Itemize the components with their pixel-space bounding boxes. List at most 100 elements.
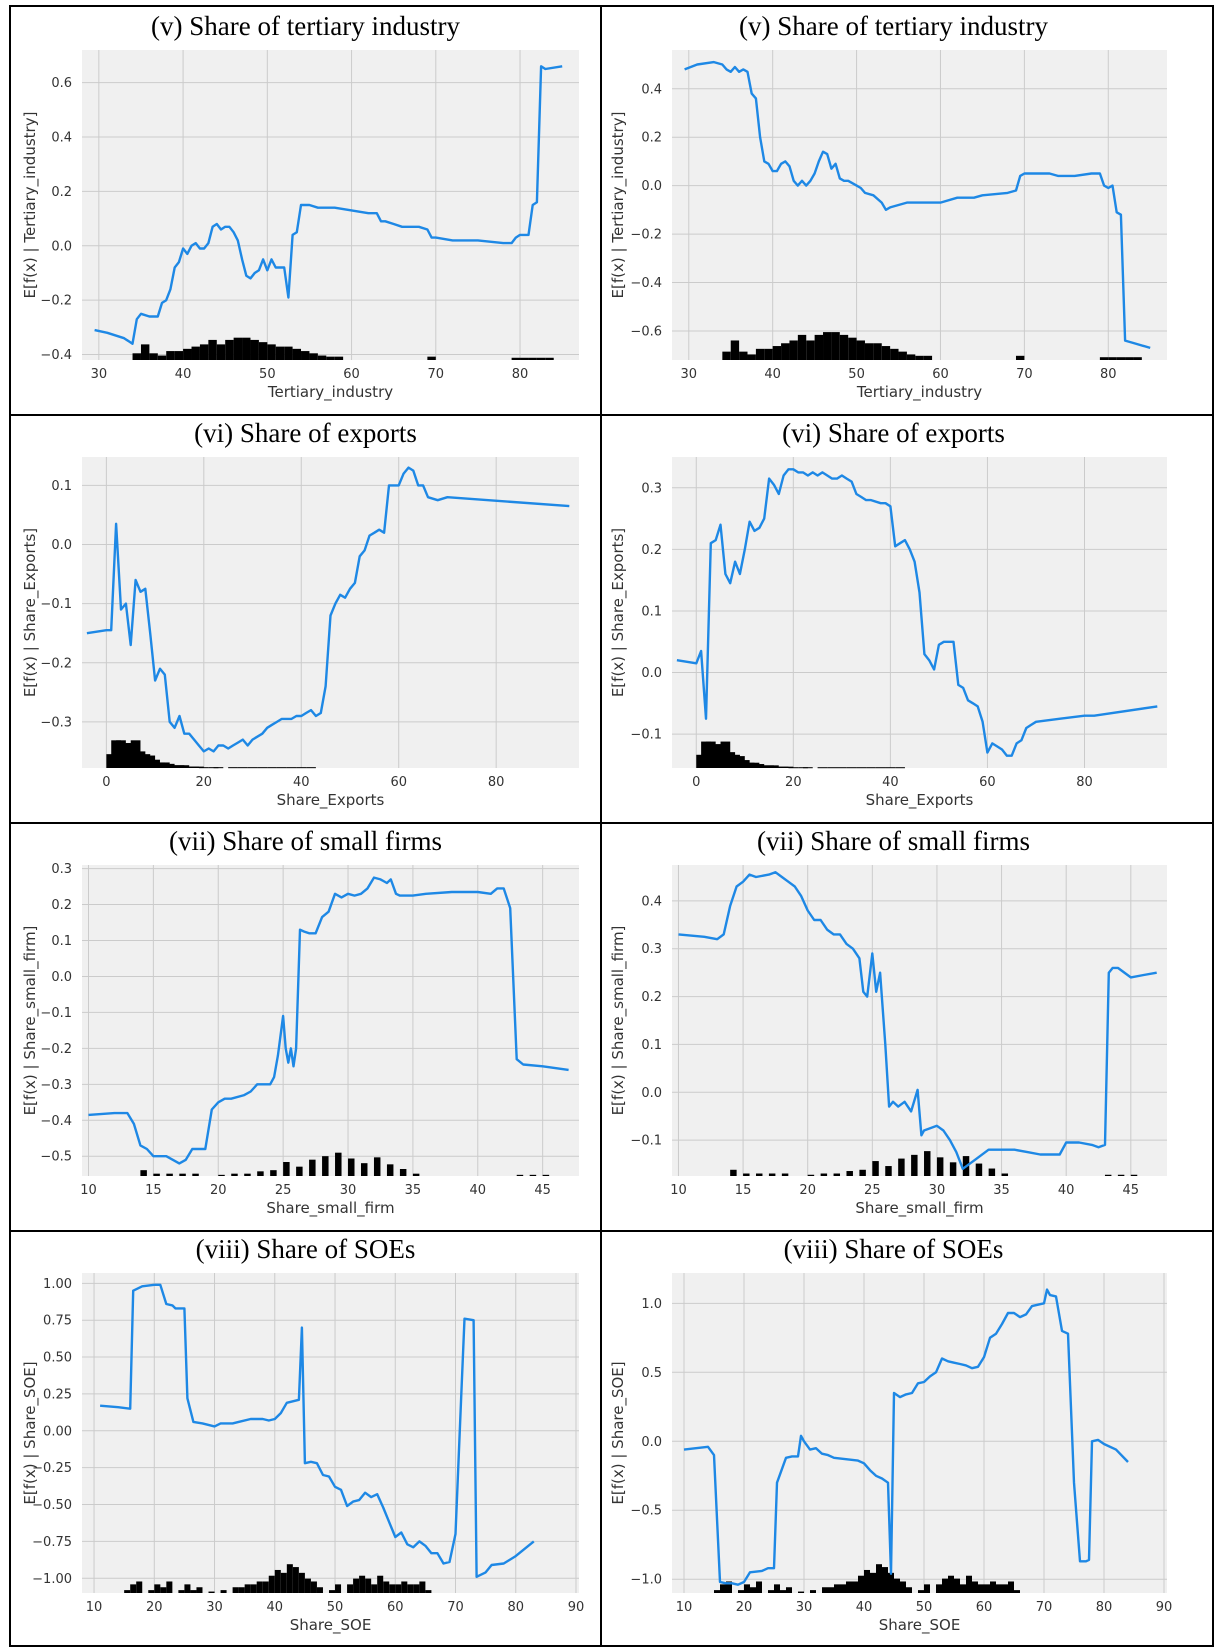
histogram-bar — [750, 1587, 756, 1593]
histogram-bar — [401, 1581, 408, 1593]
histogram-bar — [797, 334, 807, 360]
y-tick-label: −1.00 — [32, 1572, 72, 1587]
y-tick-label: −0.4 — [630, 276, 662, 291]
histogram-bar — [425, 1590, 432, 1593]
x-tick-label: 10 — [80, 1183, 97, 1198]
histogram-bar — [1008, 1581, 1014, 1593]
histogram-bar — [996, 1584, 1002, 1593]
histogram-bar — [140, 344, 150, 360]
histogram-bar — [846, 767, 857, 769]
histogram-bar — [149, 353, 158, 360]
histogram-bar — [978, 1584, 984, 1593]
x-tick-label: 40 — [882, 775, 899, 790]
x-axis-label: Tertiary_industry — [267, 383, 393, 402]
dependence-line — [676, 468, 1158, 757]
y-tick-label: 0.1 — [641, 1038, 662, 1053]
histogram-bar — [166, 1581, 173, 1593]
x-tick-label: 70 — [447, 1600, 464, 1615]
x-tick-label: 80 — [1100, 367, 1117, 382]
histogram-bar — [164, 763, 175, 768]
histogram-bar — [270, 1170, 277, 1176]
histogram-bar — [885, 767, 896, 769]
histogram-bar — [756, 1173, 763, 1176]
histogram-bar — [735, 756, 745, 768]
histogram-bar — [296, 1166, 303, 1176]
x-tick-label: 80 — [488, 775, 505, 790]
histogram-bar — [875, 767, 886, 769]
histogram-bar — [348, 1158, 355, 1176]
dependence-line — [684, 60, 1151, 350]
y-tick-label: 0.4 — [641, 894, 662, 909]
x-tick-label: 40 — [175, 367, 192, 382]
panel-title: (v) Share of tertiary industry — [739, 11, 1048, 41]
x-tick-label: 15 — [735, 1183, 752, 1198]
histogram-bar — [772, 346, 782, 360]
shap-dependence-plot: 0 20 40 60 80 −0.3 −0.2 −0.1 0.0 0.1 Share_Exports… — [21, 457, 579, 810]
histogram-bar — [764, 765, 774, 768]
histogram-bar — [840, 1584, 846, 1593]
panel-title: (viii) Share of SOEs — [195, 1234, 416, 1264]
histogram-bar — [371, 1584, 378, 1593]
y-tick-label: 0.3 — [641, 942, 662, 957]
x-axis-label: Share_SOE — [290, 1616, 372, 1635]
shap-dependence-plot: 10 15 20 25 30 35 40 45 −0.5 −0.4 −0.3 −0.2 −0.1 0.0 0… — [21, 862, 579, 1218]
plot-area — [672, 865, 1167, 1176]
y-tick-label: 0.1 — [641, 604, 662, 619]
x-tick-label: 90 — [1156, 1600, 1173, 1615]
histogram-bar — [864, 343, 874, 360]
histogram-bar — [298, 1572, 305, 1593]
histogram-bar — [834, 1584, 840, 1593]
x-axis-label: Share_Exports — [277, 791, 385, 810]
x-tick-label: 40 — [470, 1183, 487, 1198]
histogram-bar — [882, 1567, 888, 1593]
histogram-bar — [876, 1564, 882, 1593]
x-tick-label: 10 — [676, 1600, 693, 1615]
histogram-bar — [701, 741, 711, 768]
histogram-bar — [755, 348, 765, 360]
y-tick-label: 0.0 — [51, 239, 72, 254]
histogram-bar — [803, 767, 813, 769]
y-axis-label: E[f(x) | Share_small_firm] — [21, 926, 40, 1116]
histogram-bar — [890, 348, 899, 360]
histogram-bar — [911, 1154, 918, 1176]
x-tick-label: 20 — [210, 1183, 227, 1198]
histogram-bar — [924, 1151, 931, 1176]
histogram-bar — [906, 354, 916, 360]
histogram-bar — [1116, 357, 1126, 360]
histogram-bar — [881, 346, 891, 360]
histogram-bar — [160, 1587, 167, 1593]
x-tick-label: 10 — [86, 1600, 103, 1615]
histogram-bar — [419, 1581, 426, 1593]
histogram-bar — [413, 1584, 420, 1593]
histogram-bar — [316, 1587, 323, 1593]
histogram-bar — [528, 357, 537, 360]
histogram-bar — [806, 340, 815, 360]
histogram-bar — [831, 332, 840, 360]
x-tick-label: 50 — [327, 1600, 344, 1615]
plot-area — [82, 1273, 579, 1593]
histogram-bar — [768, 1173, 776, 1176]
shap-dependence-plot: 0 20 40 60 80 −0.1 0.0 0.1 0.2 0.3 Share_Exports E[… — [609, 457, 1167, 810]
column-divider — [600, 7, 602, 1645]
histogram-bar — [275, 346, 285, 360]
x-tick-label: 25 — [864, 1183, 881, 1198]
histogram-bar — [858, 1575, 864, 1593]
histogram-bar — [208, 1591, 215, 1593]
y-tick-label: −0.1 — [630, 1134, 662, 1149]
shap-dependence-plot: 10 20 30 40 50 60 70 80 90 −1.0 −0.5 0.0 0.5 1.0 Share… — [609, 1273, 1173, 1635]
histogram-bar — [705, 741, 716, 768]
histogram-bar — [798, 767, 808, 769]
histogram-bar — [267, 344, 276, 360]
histogram-bar — [814, 334, 824, 360]
histogram-bar — [250, 1584, 257, 1593]
histogram-bar — [743, 1173, 750, 1176]
histogram-bar — [1117, 1174, 1125, 1176]
histogram-bar — [924, 1584, 930, 1593]
histogram-bar — [915, 355, 924, 360]
histogram-bar — [720, 1584, 726, 1593]
x-tick-label: 40 — [764, 367, 781, 382]
shap-dependence-plot: 10 15 20 25 30 35 40 45 −0.1 0.0 0.1 0.2 0.3 0.4 Share… — [609, 865, 1167, 1218]
row-divider — [11, 414, 1212, 416]
histogram-bar — [888, 1572, 894, 1593]
histogram-bar — [894, 1578, 900, 1593]
